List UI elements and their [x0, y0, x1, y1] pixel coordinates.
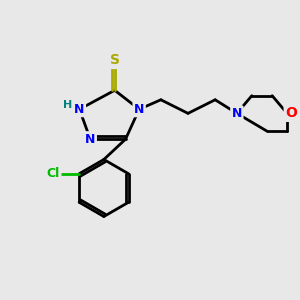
Text: H: H — [63, 100, 73, 110]
Text: N: N — [134, 103, 144, 116]
Text: N: N — [85, 133, 95, 146]
Text: S: S — [110, 53, 120, 68]
Text: O: O — [285, 106, 297, 120]
Text: N: N — [74, 103, 85, 116]
Text: N: N — [232, 107, 242, 120]
Text: Cl: Cl — [47, 167, 60, 180]
